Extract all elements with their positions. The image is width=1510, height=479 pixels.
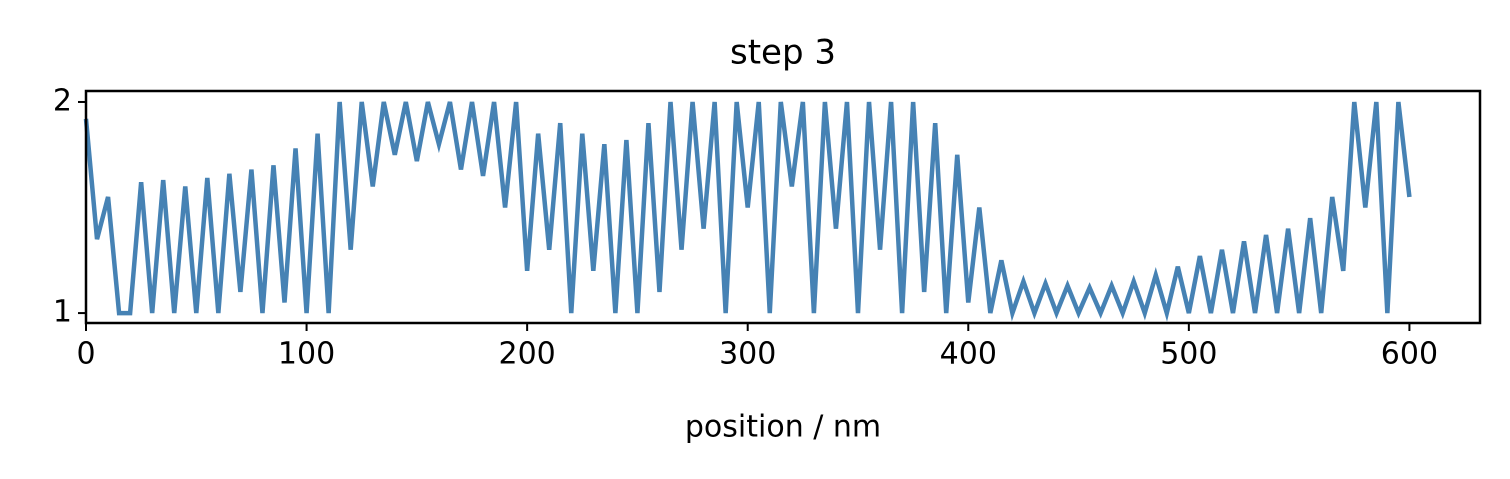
- chart-title: step 3: [730, 33, 836, 73]
- y-tick-label: 2: [53, 83, 72, 118]
- x-tick-label: 600: [1381, 337, 1438, 372]
- x-axis-label: position / nm: [685, 410, 881, 445]
- x-tick-label: 300: [719, 337, 776, 372]
- x-tick-label: 0: [76, 337, 95, 372]
- x-tick-label: 200: [499, 337, 556, 372]
- x-tick-label: 100: [278, 337, 335, 372]
- x-tick-label: 500: [1160, 337, 1217, 372]
- plot-frame: [84, 89, 1482, 325]
- y-tick-label: 1: [53, 295, 72, 330]
- data-line: [83, 101, 1412, 322]
- x-tick-label: 400: [940, 337, 997, 372]
